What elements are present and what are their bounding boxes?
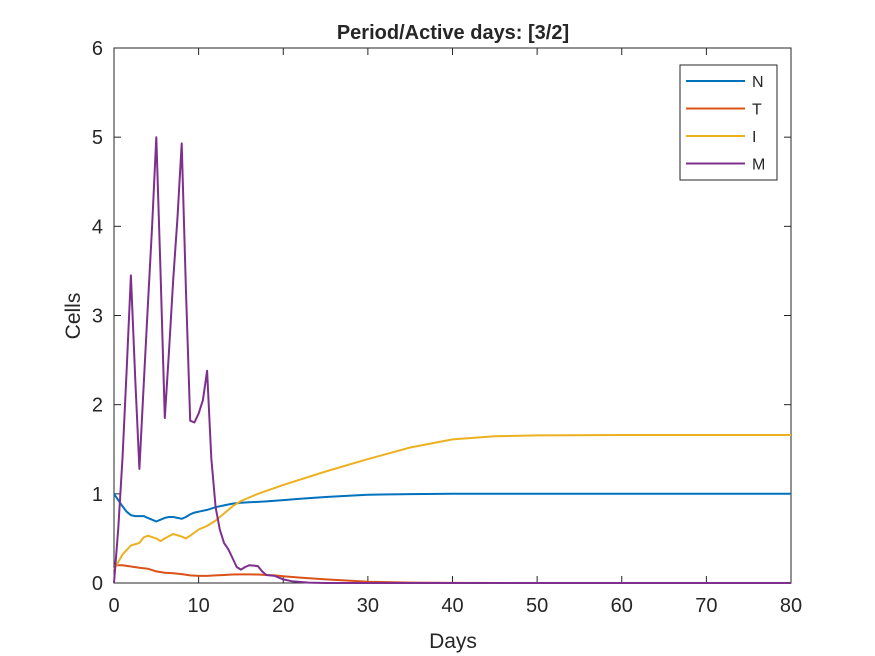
- y-tick-label: 3: [92, 306, 103, 328]
- legend-label-T: T: [752, 102, 762, 119]
- x-tick-label: 60: [611, 595, 633, 617]
- x-tick-label: 70: [695, 595, 717, 617]
- legend-box: [679, 64, 778, 181]
- y-tick-label: 4: [92, 216, 103, 238]
- series-line-I: [113, 434, 791, 571]
- series-lines: [113, 136, 791, 584]
- x-tick-label: 30: [357, 595, 379, 617]
- x-axis-label: Days: [429, 630, 477, 653]
- y-tick-label: 2: [92, 395, 103, 417]
- legend-label-M: M: [752, 157, 765, 174]
- series-line-M: [113, 136, 791, 584]
- x-tick-label: 0: [108, 595, 119, 617]
- x-tick-label: 50: [526, 595, 548, 617]
- legend-label-N: N: [752, 74, 764, 91]
- x-tick-label: 80: [780, 595, 802, 617]
- y-tick-label: 1: [92, 484, 103, 506]
- y-tick-label: 0: [92, 573, 103, 595]
- y-axis-label: Cells: [62, 293, 85, 340]
- series-line-N: [113, 492, 791, 523]
- x-tick-label: 10: [188, 595, 210, 617]
- y-tick-label: 6: [92, 38, 103, 60]
- x-tick-label: 40: [441, 595, 463, 617]
- axis-ticks: 0 10 20 30 40 50 60 70 80 0 1 2 3 4 5 6: [92, 38, 802, 617]
- chart-title: Period/Active days: [3/2]: [337, 22, 569, 44]
- x-tick-label: 20: [272, 595, 294, 617]
- plot-area: 0 10 20 30 40 50 60 70 80 0 1 2 3 4 5 6: [92, 38, 802, 617]
- y-tick-label: 5: [92, 127, 103, 149]
- legend-label-I: I: [752, 129, 756, 146]
